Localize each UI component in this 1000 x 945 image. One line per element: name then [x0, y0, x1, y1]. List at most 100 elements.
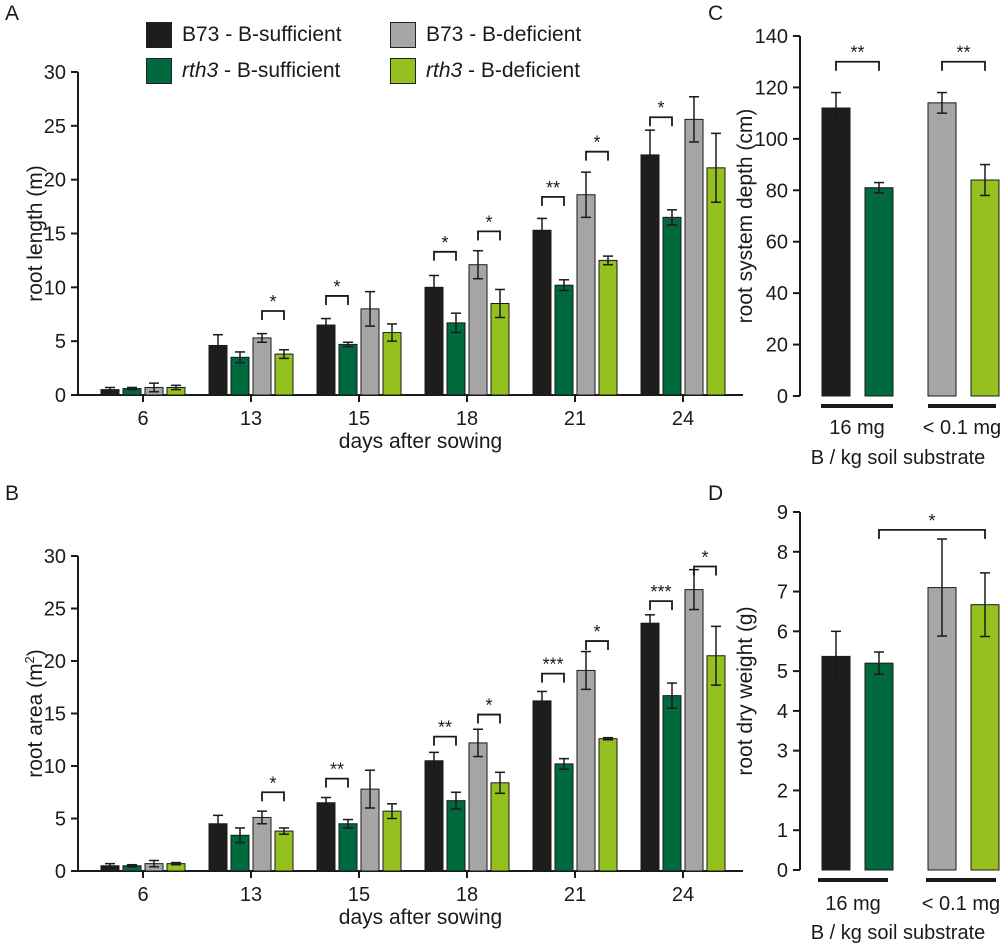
- panel-a-bar: [424, 286, 444, 396]
- panel-b-bar: [532, 700, 552, 872]
- panel-a-significance-bracket: [585, 150, 609, 161]
- panel-b-bar: [640, 622, 660, 872]
- panel-a-bar: [684, 118, 704, 396]
- panel-c-y-tick-label: 40: [766, 283, 788, 305]
- panel-b-y-tick-label: 20: [44, 651, 66, 673]
- panel-d-y-tick-label: 9: [777, 502, 788, 524]
- panel-a-bar: [274, 353, 294, 396]
- panel-a-bar: [446, 322, 466, 396]
- panel-b-bar: [446, 800, 466, 872]
- panel-b-significance-bracket: [261, 791, 285, 802]
- panel-b-significance-label: **: [330, 760, 344, 780]
- panel-b-x-tick-label: 21: [564, 884, 586, 906]
- panel-a-bar: [576, 194, 596, 396]
- panel-a-y-tick-label: 5: [55, 331, 66, 353]
- panel-a-y-tick-label: 0: [55, 385, 66, 407]
- legend-swatch: [146, 58, 172, 84]
- panel-a-bar: [598, 259, 618, 396]
- panel-d-significance-label: *: [928, 511, 935, 531]
- panel-b-bar: [338, 823, 358, 872]
- panel-b-significance-bracket: [649, 600, 673, 611]
- panel-a-significance-bracket: [649, 116, 673, 127]
- panel-a-x-tick-label: 21: [564, 408, 586, 430]
- legend-genotype: B73: [182, 23, 220, 46]
- panel-a-y-tick-label: 10: [44, 277, 66, 299]
- panel-a-significance-label: *: [485, 212, 492, 232]
- panel-d-y-tick-label: 7: [777, 582, 788, 604]
- panel-b-x-axis-title: days after sowing: [339, 906, 502, 929]
- panel-b-bar: [424, 760, 444, 872]
- panel-a-x-tick-label: 13: [240, 408, 262, 430]
- panel-a-y-tick-label: 30: [44, 62, 66, 84]
- panel-c-panel-label: C: [708, 2, 723, 25]
- panel-c-significance-label: **: [956, 43, 970, 63]
- panel-d-bar: [821, 655, 851, 871]
- panel-d-y-tick-label: 3: [777, 741, 788, 763]
- panel-b-significance-label: *: [701, 548, 708, 568]
- panel-b-bar: [662, 695, 682, 872]
- panel-b-bar: [316, 802, 336, 872]
- panel-b-y-tick-label: 5: [55, 809, 66, 831]
- panel-a-bar: [662, 216, 682, 396]
- panel-b-y-tick-label: 0: [55, 861, 66, 883]
- panel-b-x-tick-label: 18: [456, 884, 478, 906]
- panel-a-bar: [338, 343, 358, 396]
- panel-b-y-tick-label: 10: [44, 756, 66, 778]
- panel-b-bar: [490, 782, 510, 872]
- panel-c-bar: [970, 179, 1000, 397]
- panel-d-y-tick-label: 4: [777, 701, 788, 723]
- panel-b-x-tick-label: 24: [672, 884, 694, 906]
- panel-d-y-tick-label: 8: [777, 542, 788, 564]
- panel-d-group-label: < 0.1 mg: [922, 893, 1000, 915]
- panel-a-bar: [316, 324, 336, 396]
- legend-condition: - B-sufficient: [218, 59, 341, 82]
- panel-b-y-tick-label: 15: [44, 704, 66, 726]
- panel-b-significance-label: *: [269, 773, 276, 793]
- panel-a-x-axis-title: days after sowing: [339, 430, 502, 453]
- panel-a-panel-label: A: [5, 2, 19, 25]
- panel-a-y-tick-label: 25: [44, 116, 66, 138]
- panel-a-x-tick-label: 15: [348, 408, 370, 430]
- panel-a-x-tick-label: 6: [137, 408, 148, 430]
- legend-swatch: [146, 22, 172, 48]
- panel-a-x-tick-label: 24: [672, 408, 694, 430]
- panel-c-y-tick-label: 80: [766, 180, 788, 202]
- panel-c-y-tick-label: 20: [766, 335, 788, 357]
- panel-d-panel-label: D: [708, 482, 723, 505]
- panel-a-bar: [468, 264, 488, 396]
- panel-a-bar: [532, 229, 552, 396]
- panel-b-significance-label: *: [593, 622, 600, 642]
- panel-c-bar: [821, 107, 851, 397]
- panel-c-x-axis-title: B / kg soil substrate: [811, 447, 986, 469]
- panel-b-significance-bracket: [541, 672, 565, 683]
- panel-a-bar: [252, 337, 272, 396]
- legend-condition: - B-deficient: [463, 23, 582, 46]
- panel-a-y-axis-title: root length (m): [24, 165, 47, 302]
- panel-a-significance-label: *: [593, 133, 600, 153]
- panel-c-bar: [927, 102, 957, 397]
- panel-b-panel-label: B: [5, 482, 19, 505]
- panel-b-significance-bracket: [325, 777, 349, 788]
- panel-b-x-tick-label: 15: [348, 884, 370, 906]
- panel-a-significance-bracket: [477, 230, 501, 241]
- legend-swatch: [390, 58, 416, 84]
- panel-d-y-axis-title: root dry weight (g): [734, 606, 757, 775]
- panel-a-significance-bracket: [325, 295, 349, 305]
- panel-a-significance-label: **: [546, 178, 560, 198]
- legend-genotype: B73: [426, 23, 464, 46]
- panel-a-bar: [382, 332, 402, 396]
- panel-b-significance-bracket: [433, 735, 457, 746]
- panel-b-bar: [598, 738, 618, 872]
- panel-b-significance-bracket: [693, 565, 717, 576]
- panel-b-significance-label: ***: [542, 655, 563, 675]
- panel-a-bar: [640, 154, 660, 396]
- panel-a-x-tick-label: 18: [456, 408, 478, 430]
- panel-a-significance-bracket: [433, 250, 457, 261]
- panel-c-significance-bracket: [835, 60, 880, 71]
- panel-a-y-tick-label: 20: [44, 170, 66, 192]
- panel-c-group-label: 16 mg: [829, 417, 885, 439]
- panel-d-y-tick-label: 2: [777, 780, 788, 802]
- panel-c-y-tick-label: 100: [755, 129, 788, 151]
- panel-b-bar: [252, 816, 272, 872]
